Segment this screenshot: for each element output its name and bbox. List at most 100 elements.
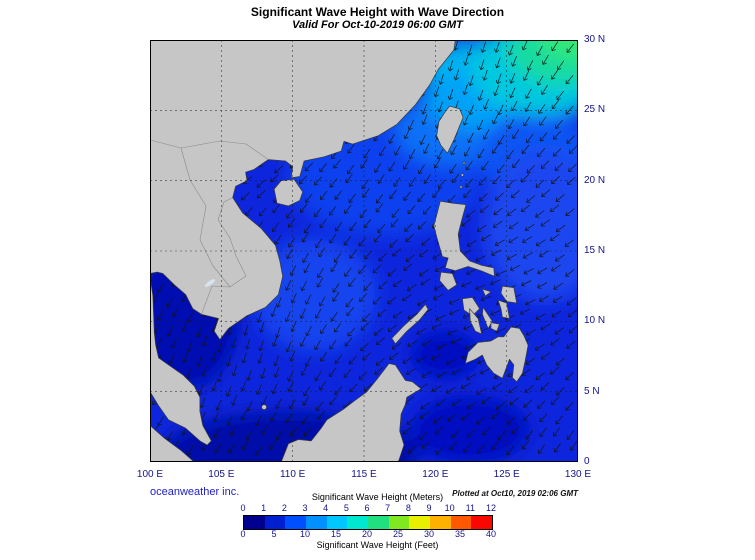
legend-segment xyxy=(244,516,265,529)
wave-arrow xyxy=(492,382,502,390)
wave-arrow xyxy=(497,104,504,116)
wave-arrow xyxy=(482,129,490,140)
wave-arrow xyxy=(402,426,412,435)
wave-arrow xyxy=(406,284,417,292)
wave-arrow xyxy=(537,444,546,454)
wave-arrow xyxy=(344,337,353,347)
wave-arrow xyxy=(497,134,505,145)
wave-arrow xyxy=(507,416,516,425)
legend-segment xyxy=(471,516,493,529)
meters-tick: 0 xyxy=(240,503,246,513)
wave-arrow xyxy=(316,277,324,288)
meters-tick: 11 xyxy=(465,503,475,513)
wave-arrow xyxy=(421,440,431,449)
wave-arrow xyxy=(509,397,519,406)
wave-arrow xyxy=(358,371,368,380)
wave-arrow xyxy=(540,160,550,169)
meters-tick: 5 xyxy=(343,503,349,513)
wave-arrow xyxy=(359,208,368,219)
wave-arrow xyxy=(522,252,533,259)
wave-arrow xyxy=(373,327,383,336)
wave-arrow xyxy=(225,386,232,397)
wave-arrow xyxy=(318,247,326,258)
wave-arrow xyxy=(551,396,560,406)
legend-segment xyxy=(430,516,451,529)
wave-arrow xyxy=(494,41,500,53)
wave-arrow xyxy=(211,380,217,392)
wave-arrow xyxy=(551,176,560,185)
feet-tick: 25 xyxy=(392,529,404,539)
lon-label: 130 E xyxy=(564,469,592,480)
wave-arrow xyxy=(539,295,550,303)
wave-arrow xyxy=(467,132,474,144)
wave-arrow xyxy=(288,399,296,410)
wave-arrow xyxy=(492,175,501,185)
wave-arrow xyxy=(522,70,530,81)
wave-arrow xyxy=(258,207,267,217)
wave-arrow xyxy=(196,356,202,368)
land-panay xyxy=(462,297,480,317)
wave-arrow xyxy=(565,401,574,411)
wave-arrow xyxy=(303,427,312,437)
wave-arrow xyxy=(240,409,247,421)
wave-arrow xyxy=(298,175,307,185)
wave-arrow xyxy=(347,327,356,337)
wave-arrow xyxy=(168,353,175,365)
wave-arrow xyxy=(419,411,430,419)
wave-arrow xyxy=(524,223,535,232)
wave-arrow xyxy=(570,441,578,451)
wave-arrow xyxy=(550,204,560,212)
wave-arrow xyxy=(479,59,485,71)
wave-arrow xyxy=(260,368,266,379)
wave-arrow xyxy=(420,278,431,286)
wave-arrow xyxy=(483,98,489,110)
legend-segment xyxy=(368,516,389,529)
wave-arrow xyxy=(378,252,387,262)
wave-arrow xyxy=(475,284,486,291)
wave-arrow xyxy=(289,265,297,276)
wave-arrow xyxy=(437,179,446,189)
wave-arrow xyxy=(348,355,357,365)
wave-arrow xyxy=(374,163,382,173)
wave-arrow xyxy=(418,164,425,175)
wave-arrow xyxy=(478,176,487,186)
wave-arrow xyxy=(290,321,297,332)
wave-arrow xyxy=(495,192,504,201)
meters-tick: 7 xyxy=(385,503,391,513)
wave-arrow xyxy=(537,400,546,409)
wave-arrow xyxy=(284,280,292,291)
wave-arrow xyxy=(274,165,284,174)
wave-arrow xyxy=(535,372,545,381)
wave-arrow xyxy=(241,440,249,451)
wave-arrow xyxy=(358,237,367,247)
wave-arrow xyxy=(536,75,544,86)
wave-arrow xyxy=(285,341,292,353)
wave-arrow xyxy=(553,148,562,157)
wave-arrow xyxy=(525,430,534,440)
wave-arrow xyxy=(408,148,416,160)
wave-arrow xyxy=(447,329,458,336)
lon-label: 105 E xyxy=(208,469,235,480)
wave-arrow xyxy=(244,338,251,350)
wave-arrow xyxy=(256,311,262,323)
wave-arrow xyxy=(243,324,249,336)
wave-arrow xyxy=(482,426,491,436)
wave-arrow xyxy=(463,54,469,66)
wave-arrow xyxy=(303,263,311,274)
wave-arrow xyxy=(393,177,401,187)
land-borneo xyxy=(280,363,422,463)
wave-arrow xyxy=(552,427,561,437)
wave-arrow xyxy=(334,252,342,263)
wave-arrow xyxy=(566,430,574,441)
wave-arrow xyxy=(416,328,427,335)
wave-arrow xyxy=(537,282,548,289)
wave-arrow xyxy=(519,308,531,316)
valid-time-subtitle: Valid For Oct-10-2019 06:00 GMT xyxy=(292,19,463,31)
wave-arrow xyxy=(482,69,488,81)
wave-arrow xyxy=(333,322,342,333)
lon-label: 125 E xyxy=(493,469,520,480)
wave-arrow xyxy=(299,203,308,213)
wave-arrow xyxy=(507,44,514,56)
wave-arrow xyxy=(466,429,476,438)
wave-arrow xyxy=(512,159,521,169)
